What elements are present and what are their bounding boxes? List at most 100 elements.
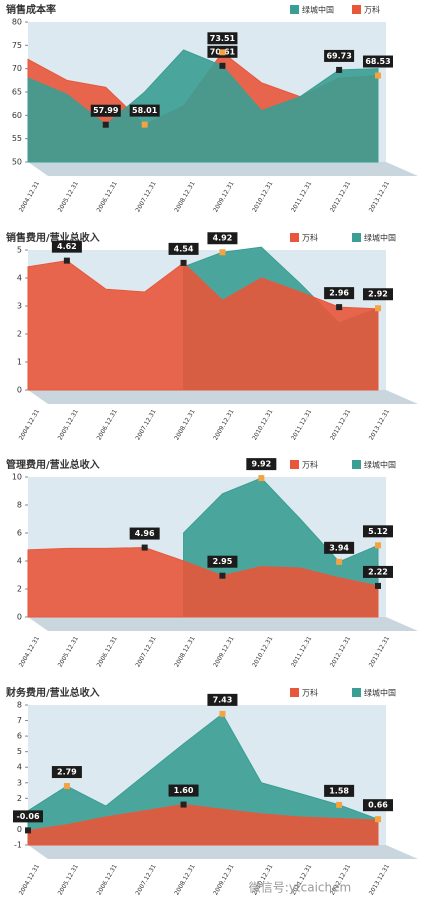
marker (258, 475, 265, 482)
data-label: 2.22 (368, 567, 388, 576)
label-background (324, 287, 355, 300)
label-background (207, 32, 238, 45)
y-tick-label: 60 (12, 111, 22, 120)
marker (336, 801, 343, 808)
marker (102, 121, 109, 128)
watermark: 微信号:ytcaichem (249, 881, 351, 895)
marker (336, 304, 343, 311)
marker (141, 121, 148, 128)
y-tick-label: 5 (17, 246, 22, 255)
legend-swatch (290, 5, 299, 14)
data-label: 7.43 (213, 695, 233, 704)
marker (219, 249, 226, 256)
label-background (363, 525, 393, 538)
label-background (246, 458, 277, 471)
y-tick-label: 6 (17, 529, 22, 538)
marker (375, 816, 381, 823)
marker (63, 783, 70, 790)
x-tick-label: 2004.12.31 (18, 863, 41, 896)
label-background (363, 565, 393, 578)
legend-swatch (352, 233, 361, 242)
label-background (129, 104, 160, 117)
marker (219, 49, 226, 56)
x-tick-label: 2007.12.31 (134, 180, 157, 213)
x-tick-label: 2009.12.31 (212, 863, 235, 896)
y-tick-label: 10 (12, 473, 22, 482)
x-tick-label: 2013.12.31 (368, 635, 391, 668)
label-background (324, 784, 355, 797)
chart-title: 管理费用/营业总收入 (6, 458, 100, 471)
data-label: 68.53 (365, 57, 390, 66)
x-tick-label: 2011.12.31 (290, 635, 313, 668)
x-tick-label: 2008.12.31 (173, 863, 196, 896)
x-tick-label: 2006.12.31 (96, 635, 119, 668)
data-label: 4.96 (135, 529, 155, 538)
y-tick-label: 50 (12, 158, 22, 167)
y-tick-label: 8 (17, 701, 22, 710)
x-tick-label: 2010.12.31 (251, 408, 274, 441)
legend-label: 绿城中国 (364, 688, 396, 698)
legend-label: 万科 (364, 5, 380, 15)
legend-label: 万科 (302, 688, 318, 698)
legend-label: 万科 (302, 460, 318, 470)
y-tick-label: 3 (17, 778, 22, 787)
x-tick-label: 2012.12.31 (329, 180, 352, 213)
label-background (207, 693, 238, 706)
legend-label: 绿城中国 (302, 5, 334, 15)
chart-title: 财务费用/营业总收入 (5, 686, 100, 699)
data-label: 4.54 (174, 244, 194, 253)
y-tick-label: 4 (17, 557, 22, 566)
data-label: 9.92 (251, 460, 271, 469)
x-tick-label: 2004.12.31 (18, 180, 41, 213)
marker (375, 305, 381, 312)
marker (141, 544, 148, 551)
label-background (129, 527, 160, 540)
x-tick-label: 2013.12.31 (368, 408, 391, 441)
legend-swatch (290, 460, 299, 469)
x-tick-label: 2006.12.31 (96, 863, 119, 896)
data-label: 2.79 (57, 768, 77, 777)
chart-title: 销售成本率 (6, 3, 56, 16)
y-tick-label: 7 (17, 716, 22, 725)
y-tick-label: 2 (17, 794, 22, 803)
marker (336, 66, 343, 73)
label-background (324, 49, 355, 62)
y-tick-label: 2 (17, 585, 22, 594)
data-label: 1.60 (174, 786, 194, 795)
x-tick-label: 2005.12.31 (57, 180, 80, 213)
marker (375, 542, 381, 549)
x-tick-label: 2010.12.31 (251, 635, 274, 668)
data-label: 0.66 (368, 801, 388, 810)
data-label: 69.73 (326, 51, 351, 60)
marker (336, 558, 343, 565)
x-tick-label: 2007.12.31 (134, 408, 157, 441)
legend-swatch (290, 688, 299, 697)
data-label: 1.58 (329, 786, 349, 795)
legend-label: 绿城中国 (364, 460, 396, 470)
marker (375, 582, 381, 589)
data-label: 5.12 (368, 527, 388, 536)
y-tick-label: 65 (12, 88, 22, 97)
y-tick-label: 4 (17, 274, 22, 283)
x-tick-label: 2013.12.31 (368, 180, 391, 213)
x-tick-label: 2010.12.31 (251, 180, 274, 213)
legend-swatch (352, 688, 361, 697)
x-tick-label: 2009.12.31 (212, 180, 235, 213)
data-label: 3.94 (329, 543, 349, 552)
legend-label: 绿城中国 (364, 233, 396, 243)
legend-label: 万科 (302, 233, 318, 243)
label-background (363, 55, 393, 68)
x-tick-label: 2007.12.31 (134, 863, 157, 896)
x-tick-label: 2012.12.31 (329, 635, 352, 668)
y-tick-label: 3 (17, 302, 22, 311)
y-tick-label: 0 (17, 825, 22, 834)
x-tick-label: 2005.12.31 (57, 635, 80, 668)
data-label: 4.62 (57, 242, 77, 251)
floor (28, 390, 418, 404)
marker (219, 710, 226, 717)
y-tick-label: 4 (17, 763, 22, 772)
y-tick-label: 6 (17, 732, 22, 741)
x-tick-label: 2008.12.31 (173, 408, 196, 441)
y-tick-label: 0 (17, 613, 22, 622)
y-tick-label: -1 (14, 841, 22, 850)
